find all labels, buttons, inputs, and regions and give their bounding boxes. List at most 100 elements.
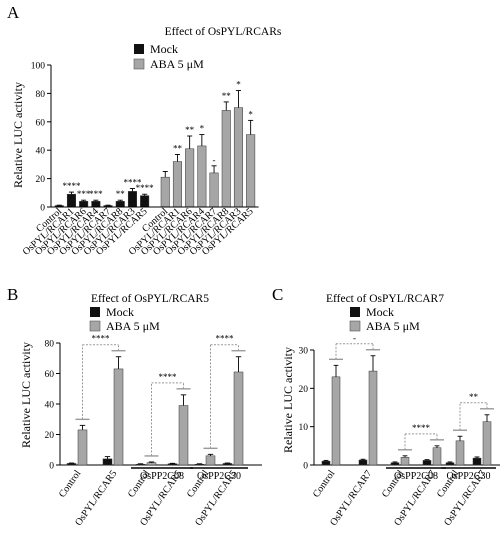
panel-a-legend-mock: Mock <box>150 42 178 56</box>
panel-c-legend-mock: Mock <box>366 305 394 319</box>
panel-a-legend: Mock ABA 5 μM <box>133 42 204 71</box>
panel-c-bar-mock-0 <box>321 460 331 466</box>
panel-c-title: Effect of OsPYL/RCAR7 <box>326 293 444 305</box>
panel-a-bar-0-1 <box>66 193 76 208</box>
panel-b-y-tick-label-1: 20 <box>45 431 55 441</box>
panel-b-legend-aba-swatch <box>89 320 101 332</box>
panel-a-bar-0-6 <box>127 191 137 208</box>
panel-b-y-tick-label-4: 80 <box>45 340 55 350</box>
panel-b-bar-mock-4 <box>194 463 205 466</box>
panel-c-y-tick-label-1: 10 <box>299 423 309 433</box>
panel-c-bar-aba-1 <box>368 370 378 466</box>
panel-c-bar-mock-2 <box>390 462 400 466</box>
panel-a-bar-1-5 <box>221 110 231 208</box>
panel-c-bar-aba-3 <box>432 447 442 466</box>
panel-c-y-tick-label-2: 20 <box>299 385 309 395</box>
panel-b-y-tick-label-3: 60 <box>45 370 55 380</box>
panel-a-legend-aba-swatch <box>133 58 145 70</box>
panel-b-legend-mock-swatch <box>90 307 100 317</box>
panel-c-group-label-1: OsPP2C08 <box>394 471 438 482</box>
panel-c-group-label-2: OsPP2C30 <box>447 471 491 482</box>
panel-a-bar-1-1 <box>172 161 182 208</box>
panel-a-sig-1-7: * <box>248 109 253 119</box>
panel-a-sig-0-3: *** <box>89 189 103 199</box>
panel-b-letter: B <box>7 285 18 304</box>
panel-b-y-tick-label-2: 40 <box>45 401 55 411</box>
panel-c-legend: Mock ABA 5 μM <box>349 305 420 333</box>
panel-c-sig-2: ** <box>469 392 479 402</box>
panel-b-bar-aba-3 <box>178 405 189 466</box>
panel-b-bar-mock-3 <box>167 463 178 466</box>
panel-b-bar-mock-2 <box>135 463 146 466</box>
panel-b-bar-aba-1 <box>113 368 124 466</box>
panel-b-ylabel: Relative LUC activity <box>19 342 33 448</box>
panel-a-bar-1-0 <box>160 176 170 208</box>
panel-a-y-tick-label-2: 40 <box>36 147 46 157</box>
panel-b-bar-aba-4 <box>205 455 216 466</box>
panel-a-sig-0-1: **** <box>62 181 81 191</box>
panel-c-letter: C <box>272 285 283 304</box>
panel-c-legend-aba: ABA 5 μM <box>366 319 420 333</box>
panel-a-y-tick-label-5: 100 <box>31 62 46 72</box>
panel-c-bar-mock-5 <box>472 457 482 466</box>
panel-a-sig-0-2: *** <box>77 189 91 199</box>
panel-c-bar-aba-0 <box>331 376 341 466</box>
panel-a-sig-1-2: ** <box>185 125 195 135</box>
panel-b-bar-mock-0 <box>66 463 77 466</box>
panel-b-title: Effect of OsPYL/RCAR5 <box>91 293 209 305</box>
panel-a-sig-1-1: ** <box>173 143 183 153</box>
panel-b-bar-aba-2 <box>146 462 157 466</box>
panel-c-bar-mock-1 <box>358 459 368 466</box>
panel-b-cat-0: Control <box>57 468 84 500</box>
panel-a-legend-mock-swatch <box>134 44 144 54</box>
panel-a-bar-1-6 <box>233 107 243 208</box>
panel-a-legend-aba: ABA 5 μM <box>150 57 204 71</box>
panel-a-bar-0-7 <box>140 195 150 208</box>
panel-b-legend: Mock ABA 5 μM <box>89 305 160 333</box>
panel-b-bar-aba-0 <box>77 429 88 466</box>
panel-c-ylabel: Relative LUC activity <box>281 347 295 453</box>
panel-c-sig-1: **** <box>412 423 431 433</box>
panel-c-bar-mock-3 <box>422 460 432 466</box>
panel-b-y-tick-label-0: 0 <box>49 462 54 472</box>
panel-a-sig-1-6: * <box>236 80 241 90</box>
panel-a-y-tick-label-3: 60 <box>36 118 46 128</box>
panel-c-bar-mock-4 <box>445 462 455 466</box>
panel-c-y-tick-label-0: 0 <box>303 462 308 472</box>
panel-a-sig-1-3: * <box>200 124 205 134</box>
panel-b-legend-aba: ABA 5 μM <box>106 319 160 333</box>
panel-a-y-tick-label-0: 0 <box>40 204 45 214</box>
panel-a-bar-1-2 <box>185 148 195 208</box>
panel-b-legend-mock: Mock <box>106 305 134 319</box>
panel-c-y-tick-label-3: 30 <box>299 347 309 357</box>
panel-a-y-tick-label-1: 20 <box>36 175 46 185</box>
panel-a-title: Effect of OsPYL/RCARs <box>165 26 282 38</box>
panel-b-group-label-1: OsPP2C08 <box>140 471 184 482</box>
panel-c-legend-aba-swatch <box>349 320 361 332</box>
panel-a-letter: A <box>7 3 20 22</box>
panel-a-bar-1-7 <box>246 134 256 208</box>
panel-a-ylabel: Relative LUC activity <box>11 82 25 188</box>
panel-c-bar-aba-5 <box>482 421 492 466</box>
panel-b-sig-2: **** <box>216 334 235 344</box>
panel-a-bar-1-3 <box>197 145 207 208</box>
panel-c-sig-0: - <box>353 333 356 343</box>
panel-a-sig-1-5: ** <box>222 91 232 101</box>
panel-a-y-tick-label-4: 80 <box>36 90 46 100</box>
panel-a-sig-0-7: **** <box>136 183 155 193</box>
panel-c-cat-0: Control <box>311 468 338 500</box>
panel-b-bar-mock-5 <box>222 463 233 466</box>
panel-b-bar-aba-5 <box>233 371 244 466</box>
panel-a-sig-1-4: - <box>213 155 216 165</box>
panel-b-group-label-2: OsPP2C30 <box>197 471 241 482</box>
panel-c-legend-mock-swatch <box>350 307 360 317</box>
panel-b-bar-mock-1 <box>102 458 113 466</box>
panel-c-bar-aba-4 <box>455 440 465 466</box>
panel-a-sig-0-6: **** <box>123 178 142 188</box>
panel-b-sig-1: **** <box>159 372 178 382</box>
panel-b-sig-0: **** <box>92 334 111 344</box>
panel-c-bar-aba-2 <box>400 457 410 466</box>
panel-a-sig-0-5: ** <box>116 189 126 199</box>
panel-a-bar-1-4 <box>209 172 219 208</box>
